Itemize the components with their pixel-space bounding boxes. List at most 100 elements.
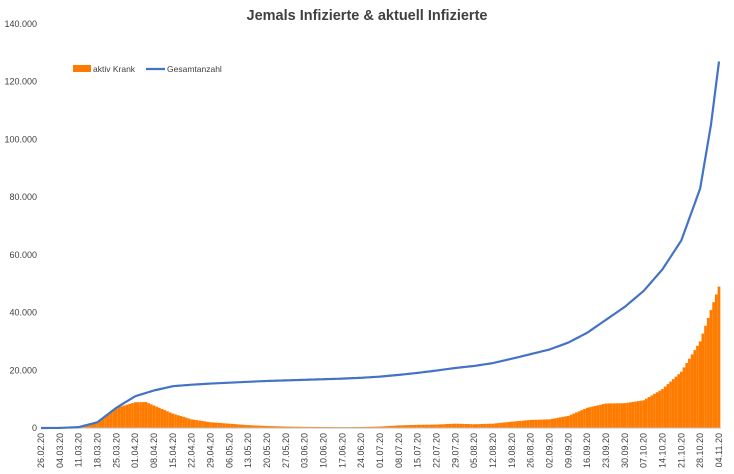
- axes-group: 0 20.000 40.000 60.000 80.000 100.000 120.000 1…: [4, 19, 724, 468]
- bar-aktiv-krank: [523, 420, 527, 428]
- bar-aktiv-krank: [381, 426, 385, 428]
- bar-aktiv-krank: [566, 415, 570, 428]
- bar-aktiv-krank: [98, 420, 102, 428]
- legend: aktiv Krank Gesamtanzahl: [73, 64, 222, 74]
- bar-aktiv-krank: [402, 425, 406, 428]
- bar-aktiv-krank: [499, 422, 503, 428]
- chart-title: Jemals Infizierte & aktuell Infizierte: [246, 8, 488, 24]
- bar-aktiv-krank: [295, 426, 298, 428]
- y-tick-label: 60.000: [9, 250, 37, 260]
- x-tick-label: 11.03.20: [74, 433, 84, 467]
- bar-aktiv-krank: [521, 420, 524, 428]
- bar-aktiv-krank: [311, 426, 315, 428]
- bar-aktiv-krank: [168, 412, 172, 428]
- y-tick-label: 100.000: [4, 134, 37, 144]
- bar-aktiv-krank: [564, 416, 567, 428]
- bar-aktiv-krank: [300, 426, 304, 428]
- bar-aktiv-krank: [429, 424, 433, 428]
- bar-aktiv-krank: [437, 424, 441, 428]
- bar-aktiv-krank: [580, 410, 584, 428]
- bar-aktiv-krank: [628, 402, 632, 428]
- bar-aktiv-krank: [187, 418, 191, 428]
- bar-aktiv-krank: [623, 403, 627, 428]
- x-tick-label: 04.11.20: [714, 433, 724, 467]
- x-tick-label: 04.03.20: [55, 433, 65, 468]
- bar-aktiv-krank: [152, 405, 156, 428]
- bar-aktiv-krank: [287, 426, 290, 428]
- bar-aktiv-krank: [147, 403, 150, 428]
- x-tick-label: 28.10.20: [695, 433, 705, 468]
- x-tick-label: 14.10.20: [658, 433, 668, 468]
- bar-aktiv-krank: [265, 425, 269, 428]
- bar-aktiv-krank: [478, 424, 481, 428]
- bar-aktiv-krank: [158, 407, 161, 428]
- bar-aktiv-krank: [658, 390, 662, 428]
- x-tick-label: 20.05.20: [262, 433, 272, 468]
- bar-aktiv-krank: [160, 408, 164, 428]
- bar-aktiv-krank: [222, 423, 226, 428]
- x-tick-label: 09.09.20: [563, 433, 573, 468]
- bar-aktiv-krank: [607, 403, 611, 428]
- bar-aktiv-krank: [297, 426, 301, 428]
- bar-aktiv-krank: [583, 408, 586, 428]
- bar-aktiv-krank: [679, 371, 683, 428]
- bar-aktiv-krank: [206, 421, 210, 428]
- bar-aktiv-krank: [408, 425, 411, 428]
- x-tick-label: 13.05.20: [243, 433, 253, 468]
- x-tick-label: 19.08.20: [507, 433, 517, 468]
- line-group: [40, 61, 721, 430]
- bar-aktiv-krank: [125, 404, 129, 428]
- bar-aktiv-krank: [106, 414, 110, 428]
- bar-aktiv-krank: [155, 406, 159, 428]
- x-tick-label: 06.05.20: [224, 433, 234, 468]
- bar-aktiv-krank: [650, 395, 654, 428]
- bar-aktiv-krank: [610, 403, 613, 428]
- bar-aktiv-krank: [198, 420, 202, 428]
- bar-aktiv-krank: [542, 419, 546, 428]
- x-tick-label: 30.09.20: [620, 433, 630, 468]
- bar-aktiv-krank: [615, 403, 619, 428]
- bar-aktiv-krank: [193, 419, 196, 428]
- x-tick-label: 07.10.20: [639, 433, 649, 468]
- bar-aktiv-krank: [413, 424, 417, 428]
- x-tick-label: 25.03.20: [111, 433, 121, 468]
- x-tick-label: 18.03.20: [93, 433, 103, 468]
- bar-aktiv-krank: [717, 286, 721, 428]
- bar-aktiv-krank: [405, 425, 409, 428]
- bar-aktiv-krank: [491, 423, 495, 428]
- x-tick-label: 26.02.20: [36, 433, 46, 468]
- bar-aktiv-krank: [688, 358, 691, 428]
- bar-aktiv-krank: [322, 426, 325, 428]
- bar-aktiv-krank: [553, 418, 557, 428]
- bar-aktiv-krank: [642, 400, 646, 428]
- bar-aktiv-krank: [139, 402, 142, 428]
- bar-aktiv-krank: [214, 422, 218, 428]
- bar-aktiv-krank: [292, 426, 296, 428]
- x-tick-label: 02.09.20: [545, 433, 555, 468]
- y-tick-label: 80.000: [9, 192, 37, 202]
- bar-aktiv-krank: [203, 421, 207, 428]
- bar-aktiv-krank: [314, 426, 317, 428]
- bar-aktiv-krank: [166, 411, 169, 428]
- bar-aktiv-krank: [467, 424, 471, 428]
- bar-aktiv-krank: [112, 409, 115, 428]
- bar-aktiv-krank: [400, 425, 403, 428]
- bar-aktiv-krank: [227, 423, 231, 428]
- bar-aktiv-krank: [284, 426, 288, 428]
- bar-aktiv-krank: [550, 418, 554, 428]
- line-gesamtanzahl: [40, 61, 721, 430]
- bar-aktiv-krank: [236, 424, 239, 428]
- bar-aktiv-krank: [714, 294, 718, 428]
- x-tick-label: 22.04.20: [187, 433, 197, 468]
- bar-aktiv-krank: [141, 402, 145, 428]
- bar-aktiv-krank: [424, 424, 428, 428]
- x-tick-label: 08.04.20: [149, 433, 159, 468]
- x-tick-label: 17.06.20: [337, 433, 347, 468]
- bar-aktiv-krank: [639, 400, 643, 428]
- y-tick-label: 120.000: [4, 77, 37, 87]
- bar-aktiv-krank: [163, 410, 167, 428]
- bar-aktiv-krank: [120, 406, 124, 428]
- bar-aktiv-krank: [217, 422, 220, 428]
- x-tick-label: 10.06.20: [319, 433, 329, 468]
